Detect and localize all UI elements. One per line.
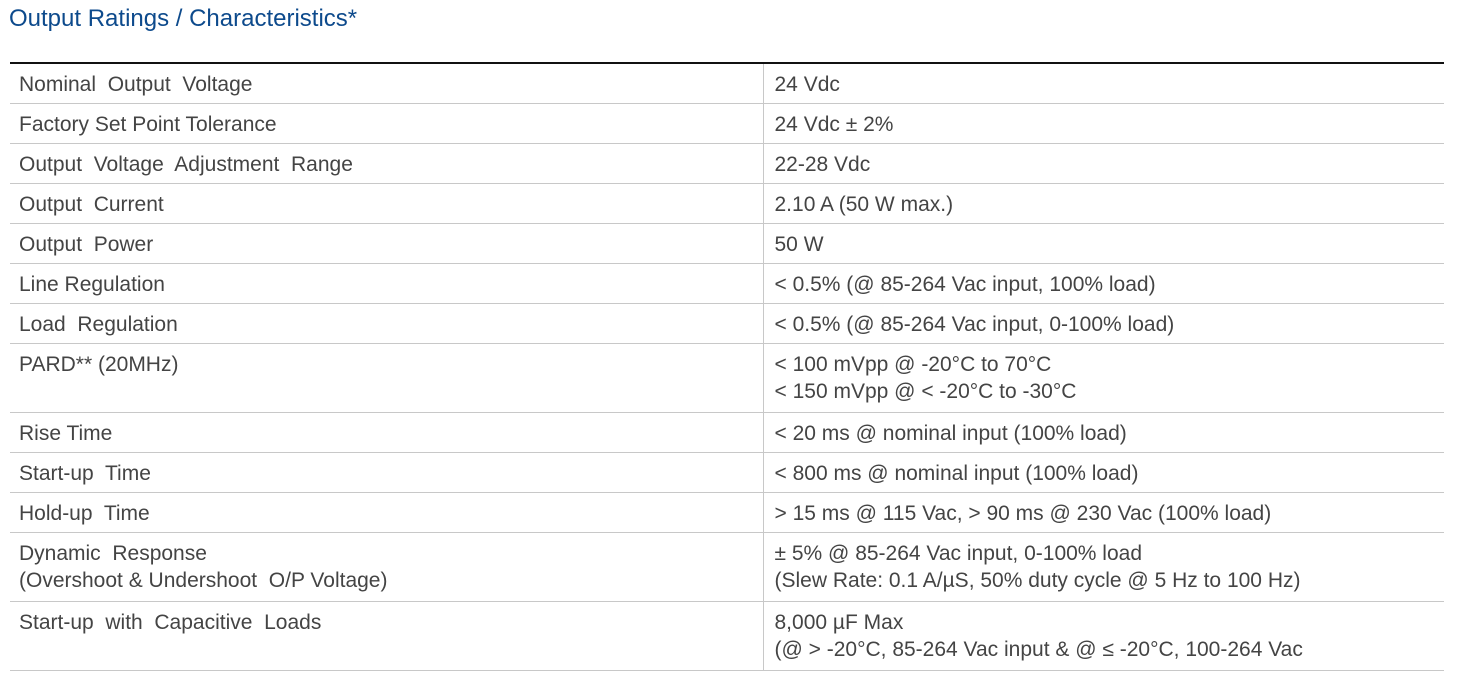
value-cell: 50 W (762, 223, 1444, 264)
parameter-cell: Dynamic Response (Overshoot & Undershoot … (10, 532, 763, 602)
section-title: Output Ratings / Characteristics* (9, 5, 358, 32)
output-ratings-table: Nominal Output Voltage 24 Vdc Factory Set … (10, 62, 1444, 671)
value-text: < 20 ms @ nominal input (100% load) (774, 422, 1127, 445)
value-cell: < 20 ms @ nominal input (100% load) (762, 412, 1444, 453)
parameter-text: (Overshoot & Undershoot O/P Voltage) (19, 569, 388, 592)
value-cell: 8,000 µF Max (@ > -20°C, 85-264 Vac input… (762, 601, 1444, 671)
value-text: 2.10 A (50 W max.) (774, 193, 954, 216)
parameter-text: Factory Set Point Tolerance (19, 113, 277, 136)
parameter-cell: Factory Set Point Tolerance (10, 103, 763, 144)
parameter-cell: Output Power (10, 223, 763, 264)
value-text: < 100 mVpp @ -20°C to 70°C (774, 353, 1052, 376)
table-row: Start-up with Capacitive Loads 8,000 µF M… (10, 601, 1444, 671)
parameter-text: Line Regulation (19, 273, 165, 296)
table-row: Start-up Time < 800 ms @ nominal input (1… (10, 452, 1444, 493)
table-row: Output Voltage Adjustment Range 22-28 Vdc (10, 143, 1444, 184)
value-text: < 150 mVpp @ < -20°C to -30°C (774, 380, 1077, 403)
parameter-text: Start-up with Capacitive Loads (19, 611, 322, 634)
value-text: 22-28 Vdc (774, 153, 871, 176)
table-row: Output Current 2.10 A (50 W max.) (10, 183, 1444, 224)
value-text: < 0.5% (@ 85-264 Vac input, 0-100% load) (774, 313, 1175, 336)
parameter-cell: Output Current (10, 183, 763, 224)
value-text: ± 5% @ 85-264 Vac input, 0-100% load (774, 542, 1143, 565)
value-text: < 800 ms @ nominal input (100% load) (774, 462, 1139, 485)
parameter-text: Load Regulation (19, 313, 178, 336)
parameter-cell: Start-up Time (10, 452, 763, 493)
parameter-cell: PARD** (20MHz) (10, 343, 763, 413)
table-row: Factory Set Point Tolerance 24 Vdc ± 2% (10, 103, 1444, 144)
table-row: Rise Time < 20 ms @ nominal input (100% l… (10, 412, 1444, 453)
parameter-text: Dynamic Response (19, 542, 207, 565)
value-cell: ± 5% @ 85-264 Vac input, 0-100% load (Sle… (762, 532, 1444, 602)
value-text: 8,000 µF Max (774, 611, 904, 634)
parameter-cell: Load Regulation (10, 303, 763, 344)
value-text: (Slew Rate: 0.1 A/µS, 50% duty cycle @ 5… (774, 569, 1301, 592)
parameter-text: PARD** (20MHz) (19, 353, 179, 376)
parameter-cell: Output Voltage Adjustment Range (10, 143, 763, 184)
value-text: < 0.5% (@ 85-264 Vac input, 100% load) (774, 273, 1156, 296)
parameter-cell: Line Regulation (10, 263, 763, 304)
table-row: Dynamic Response (Overshoot & Undershoot … (10, 532, 1444, 602)
value-text: (@ > -20°C, 85-264 Vac input & @ ≤ -20°C… (774, 638, 1303, 661)
value-cell: > 15 ms @ 115 Vac, > 90 ms @ 230 Vac (10… (762, 492, 1444, 533)
table-row: Output Power 50 W (10, 223, 1444, 264)
parameter-cell: Rise Time (10, 412, 763, 453)
table-row: PARD** (20MHz) < 100 mVpp @ -20°C to 70°C… (10, 343, 1444, 413)
value-cell: < 0.5% (@ 85-264 Vac input, 100% load) (762, 263, 1444, 304)
value-cell: < 100 mVpp @ -20°C to 70°C < 150 mVpp @ <… (762, 343, 1444, 413)
parameter-text: Start-up Time (19, 462, 151, 485)
value-text: 24 Vdc ± 2% (774, 113, 894, 136)
value-cell: 2.10 A (50 W max.) (762, 183, 1444, 224)
parameter-cell: Hold-up Time (10, 492, 763, 533)
parameter-cell: Start-up with Capacitive Loads (10, 601, 763, 671)
value-cell: < 0.5% (@ 85-264 Vac input, 0-100% load) (762, 303, 1444, 344)
parameter-text: Nominal Output Voltage (19, 73, 253, 96)
value-cell: 24 Vdc (762, 63, 1444, 104)
table-row: Line Regulation < 0.5% (@ 85-264 Vac inpu… (10, 263, 1444, 304)
parameter-text: Output Power (19, 233, 154, 256)
parameter-text: Output Voltage Adjustment Range (19, 153, 353, 176)
parameter-text: Output Current (19, 193, 164, 216)
table-row: Load Regulation < 0.5% (@ 85-264 Vac inpu… (10, 303, 1444, 344)
parameter-text: Rise Time (19, 422, 113, 445)
value-cell: < 800 ms @ nominal input (100% load) (762, 452, 1444, 493)
value-text: 24 Vdc (774, 73, 840, 96)
value-cell: 24 Vdc ± 2% (762, 103, 1444, 144)
value-text: 50 W (774, 233, 824, 256)
value-text: > 15 ms @ 115 Vac, > 90 ms @ 230 Vac (10… (774, 502, 1272, 525)
table-row: Nominal Output Voltage 24 Vdc (10, 63, 1444, 104)
table-row: Hold-up Time > 15 ms @ 115 Vac, > 90 ms @… (10, 492, 1444, 533)
value-cell: 22-28 Vdc (762, 143, 1444, 184)
parameter-text: Hold-up Time (19, 502, 150, 525)
parameter-cell: Nominal Output Voltage (10, 63, 763, 104)
